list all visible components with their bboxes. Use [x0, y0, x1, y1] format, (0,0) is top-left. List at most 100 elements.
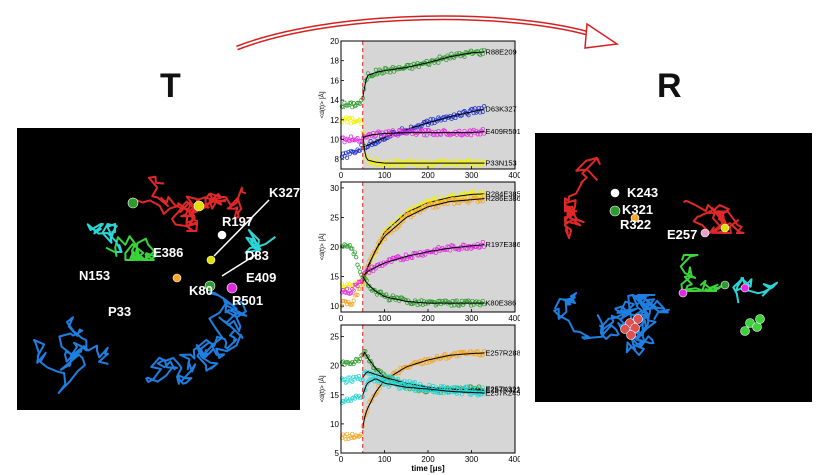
data-point — [414, 388, 419, 393]
distance-charts: R88E209 D63K327 E409R501 P33N153 8 10 12 14 16 18… — [317, 37, 520, 473]
series-label: R286E386 — [485, 194, 520, 203]
data-point — [459, 298, 464, 303]
residue-sphere — [610, 188, 620, 198]
data-point — [348, 100, 354, 105]
data-point — [457, 353, 462, 358]
data-point — [339, 281, 344, 286]
data-point — [350, 246, 355, 251]
ligand-sphere — [755, 314, 765, 324]
data-point — [433, 250, 438, 255]
fit-line — [362, 108, 485, 148]
residue-label-t-r501: R501 — [232, 293, 264, 308]
protein-structure-t: K327 R197 E386 D83 N153 K80 E409 R501 P33 — [17, 128, 300, 410]
data-point — [458, 163, 463, 168]
residue-label-t-d83: D83 — [245, 248, 269, 263]
data-point — [358, 286, 363, 291]
data-point — [401, 258, 406, 263]
data-point — [450, 196, 455, 202]
data-point — [389, 133, 394, 138]
data-point — [348, 291, 354, 296]
data-point — [369, 264, 374, 269]
data-point — [358, 148, 363, 153]
data-point — [432, 202, 437, 207]
data-point — [410, 255, 415, 261]
data-point — [401, 382, 406, 387]
residue-label-t-e386: E386 — [153, 245, 184, 260]
backbone-red-domain — [131, 175, 198, 232]
data-point — [466, 200, 471, 205]
data-point — [373, 67, 378, 72]
data-point — [339, 120, 344, 125]
data-point — [428, 250, 433, 255]
data-point — [392, 255, 397, 260]
data-point — [367, 142, 372, 147]
fit-line — [362, 193, 485, 283]
backbone-red-domain — [683, 199, 745, 234]
y-tick-label: 18 — [330, 57, 339, 66]
series-e409r501: E409R501 — [339, 126, 520, 145]
data-point — [348, 246, 354, 251]
backbone-cyan-domain — [732, 277, 778, 304]
data-point — [480, 298, 485, 303]
x-tick-label: 300 — [465, 171, 479, 180]
data-point — [350, 105, 355, 110]
data-point — [380, 377, 385, 382]
data-point — [427, 62, 432, 68]
data-point — [390, 163, 395, 168]
data-point — [358, 357, 363, 362]
data-point — [399, 163, 404, 168]
data-point — [347, 243, 352, 248]
data-point — [345, 379, 350, 384]
data-point — [342, 376, 347, 382]
backbone-green-domain — [105, 235, 158, 261]
data-point — [422, 133, 427, 138]
data-point — [399, 295, 404, 300]
data-point — [393, 66, 398, 71]
data-point — [428, 117, 433, 122]
data-point — [380, 163, 385, 168]
y-tick-label: 20 — [330, 243, 339, 252]
data-point — [423, 127, 428, 132]
data-point — [470, 106, 475, 111]
residue-sphere — [700, 228, 710, 238]
data-point — [459, 392, 464, 397]
y-axis-label: <d(t)> [Å] — [317, 233, 326, 260]
data-point — [482, 302, 487, 307]
y-tick-label: 16 — [330, 76, 339, 85]
label-pointer-line — [213, 199, 270, 257]
chart-panel-1: R88E209 D63K327 E409R501 P33N153 8 10 12 14 16 18… — [317, 37, 520, 180]
data-point — [435, 119, 440, 124]
transition-arrow — [236, 15, 620, 51]
series-e257k245: E257K245 — [339, 376, 520, 405]
backbone-blue-domain — [33, 316, 109, 394]
data-point — [467, 384, 472, 389]
data-point — [375, 246, 380, 251]
data-point — [482, 193, 487, 198]
data-point — [466, 113, 471, 118]
data-point — [437, 391, 442, 396]
y-tick-label: 15 — [330, 391, 339, 400]
series-label: D63K327 — [485, 104, 516, 113]
data-point — [480, 109, 485, 114]
data-point — [454, 298, 459, 303]
data-point — [343, 150, 348, 155]
data-point — [482, 104, 487, 109]
data-point — [390, 65, 395, 70]
residue-label-t-p33: P33 — [108, 304, 132, 319]
data-point — [442, 162, 448, 167]
data-point — [375, 162, 380, 167]
ligand-sphere — [620, 324, 630, 334]
label-pointer-line — [221, 253, 258, 277]
state-r-label: R — [657, 67, 682, 105]
data-point — [444, 57, 449, 63]
x-tick-label: 400 — [508, 455, 520, 464]
x-tick-label: 0 — [339, 314, 344, 323]
data-point — [355, 292, 360, 297]
series-label: E257K245 — [485, 389, 520, 398]
fit-line — [362, 131, 485, 139]
ligand-sphere — [626, 330, 636, 340]
data-point — [462, 54, 467, 59]
series-label: R284E385 — [485, 189, 520, 198]
residue-sphere — [172, 273, 182, 283]
